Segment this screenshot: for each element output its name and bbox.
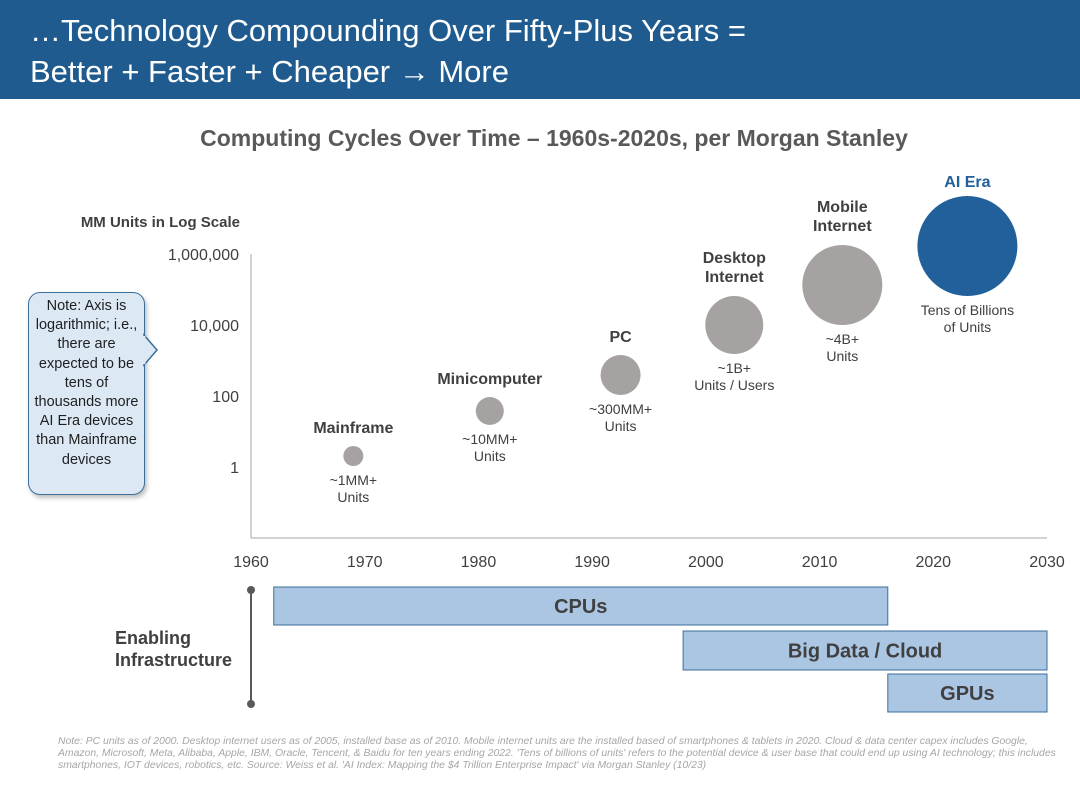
point-label: Internet (705, 269, 764, 286)
axis-note-callout: Note: Axis is logarithmic; i.e., there a… (28, 292, 145, 495)
point-label: Mainframe (313, 420, 393, 437)
x-tick-label: 1970 (347, 554, 383, 571)
x-tick-labels: 1960 1970 1980 1990 2000 2010 2020 2030 (233, 554, 1065, 571)
slide-title-line2: Better + Faster + Cheaper → More (30, 54, 509, 89)
point-label: Minicomputer (437, 371, 542, 388)
infrastructure-axis (247, 586, 255, 708)
point-units-label: ~1MM+ (330, 472, 377, 488)
y-tick-labels: 1 100 10,000 1,000,000 (168, 247, 239, 477)
bubble-point (475, 397, 504, 425)
footnote: Note: PC units as of 2000. Desktop inter… (58, 736, 1056, 771)
bubble-point (600, 355, 641, 395)
y-axis-label: MM Units in Log Scale (81, 214, 240, 231)
chart-title: Computing Cycles Over Time – 1960s-2020s… (200, 125, 908, 151)
point-units-label: Units (474, 448, 506, 464)
x-tick-label: 2030 (1029, 554, 1065, 571)
data-points: Mainframe~1MM+UnitsMinicomputer~10MM+Uni… (313, 174, 1018, 505)
slide-header: …Technology Compounding Over Fifty-Plus … (0, 0, 1080, 99)
infrastructure-bars: CPUs Big Data / Cloud GPUs (273, 586, 1048, 713)
bubble-point (343, 446, 364, 466)
infrastructure-label-line2: Infrastructure (115, 650, 232, 670)
infrastructure-label-line1: Enabling (115, 628, 191, 648)
y-tick-label: 1,000,000 (168, 247, 239, 264)
bubble-point (705, 296, 764, 354)
point-units-label: ~4B+ (826, 331, 859, 347)
infrastructure-bar-label: GPUs (940, 683, 994, 705)
point-label: Mobile (817, 199, 868, 216)
infrastructure-bar-label: Big Data / Cloud (788, 641, 942, 663)
chart: MM Units in Log Scale 1 100 10,000 1,000,00… (81, 174, 1065, 713)
point-label: Internet (813, 218, 872, 235)
point-units-label: ~1B+ (718, 360, 751, 376)
point-label: PC (609, 329, 632, 346)
point-units-label: of Units (944, 319, 991, 335)
callout-pointer (142, 332, 158, 368)
point-units-label: Units (826, 348, 858, 364)
infrastructure-bar (887, 673, 1048, 713)
x-tick-label: 1980 (461, 554, 497, 571)
point-units-label: ~300MM+ (589, 401, 652, 417)
y-tick-label: 1 (230, 460, 239, 477)
point-label: AI Era (944, 174, 990, 191)
x-tick-label: 2000 (688, 554, 724, 571)
point-label: Desktop (703, 250, 766, 267)
y-tick-label: 100 (212, 389, 239, 406)
point-units-label: Units (337, 489, 369, 505)
x-tick-label: 1960 (233, 554, 269, 571)
bubble-point (917, 196, 1018, 296)
x-tick-label: 1990 (574, 554, 610, 571)
infrastructure-bar-label: CPUs (554, 596, 607, 618)
y-tick-label: 10,000 (190, 318, 239, 335)
x-tick-label: 2010 (802, 554, 838, 571)
point-units-label: Units (605, 418, 637, 434)
x-tick-label: 2020 (915, 554, 951, 571)
point-units-label: ~10MM+ (462, 431, 517, 447)
infrastructure-bar (682, 630, 1048, 671)
point-units-label: Units / Users (694, 377, 774, 393)
bubble-point (802, 245, 883, 325)
slide-title-line1: …Technology Compounding Over Fifty-Plus … (30, 13, 746, 48)
point-units-label: Tens of Billions (921, 302, 1014, 318)
infrastructure-bar (273, 586, 889, 626)
